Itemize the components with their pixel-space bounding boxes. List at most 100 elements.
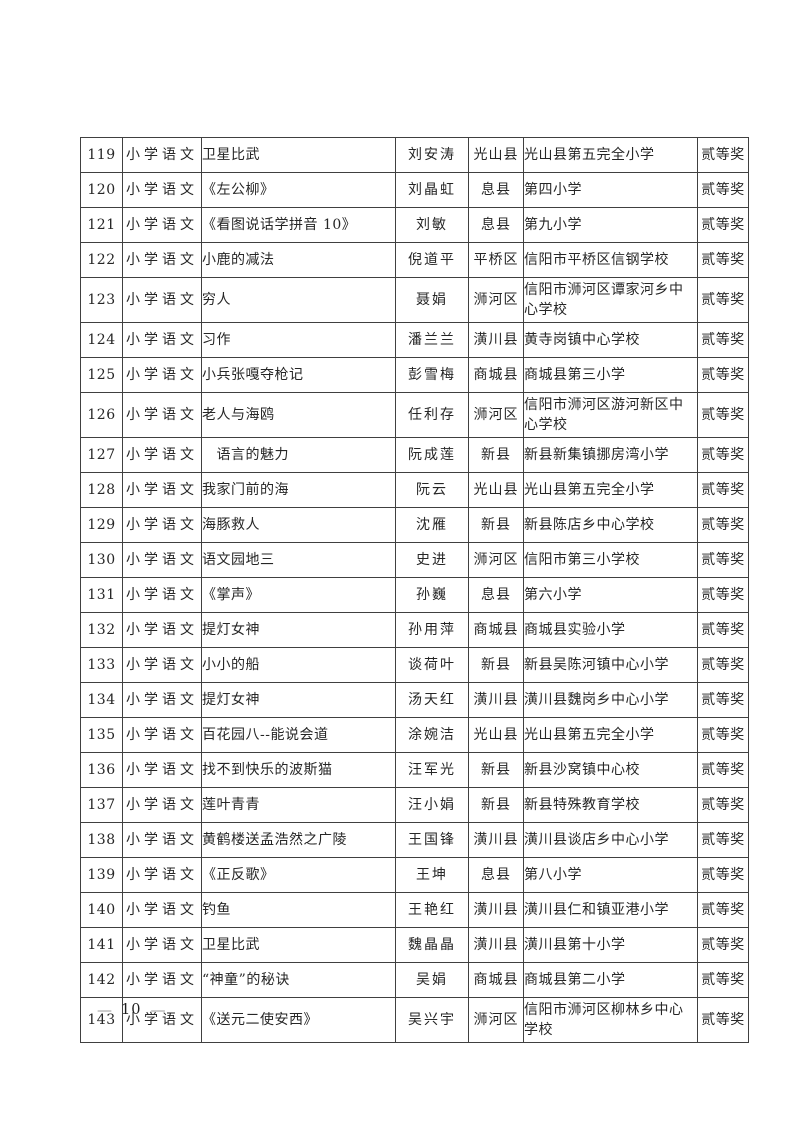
cell-county: 新县: [468, 437, 524, 473]
table-row: 132 小学语文 提灯女神 孙用萍 商城县 商城县实验小学 贰等奖: [80, 612, 749, 648]
table-row: 126 小学语文 老人与海鸥 任利存 浉河区 信阳市浉河区游河新区中心学校 贰等…: [80, 392, 749, 438]
cell-school: 潢川县仁和镇亚港小学: [523, 892, 698, 928]
cell-author-name: 阮云: [395, 472, 469, 508]
cell-school: 信阳市浉河区游河新区中心学校: [523, 392, 698, 438]
cell-author-name: 孙用萍: [395, 612, 469, 648]
cell-row-number: 137: [80, 787, 123, 823]
cell-subject: 小学语文: [122, 682, 202, 718]
cell-row-number: 121: [80, 207, 123, 243]
cell-work-title: 老人与海鸥: [201, 392, 396, 438]
table-row: 142 小学语文 “神童”的秘诀 吴娟 商城县 商城县第二小学 贰等奖: [80, 962, 749, 998]
table-row: 119 小学语文 卫星比武 刘安涛 光山县 光山县第五完全小学 贰等奖: [80, 137, 749, 173]
cell-subject: 小学语文: [122, 277, 202, 323]
cell-award-level: 贰等奖: [697, 437, 749, 473]
cell-county: 平桥区: [468, 242, 524, 278]
cell-row-number: 141: [80, 927, 123, 963]
cell-award-level: 贰等奖: [697, 752, 749, 788]
cell-school: 光山县第五完全小学: [523, 472, 698, 508]
cell-work-title: 小小的船: [201, 647, 396, 683]
cell-school: 信阳市浉河区柳林乡中心学校: [523, 997, 698, 1043]
table-row: 129 小学语文 海豚救人 沈雁 新县 新县陈店乡中心学校 贰等奖: [80, 507, 749, 543]
cell-author-name: 汪小娟: [395, 787, 469, 823]
table-row: 124 小学语文 习作 潘兰兰 潢川县 黄寺岗镇中心学校 贰等奖: [80, 322, 749, 358]
cell-award-level: 贰等奖: [697, 277, 749, 323]
cell-school: 潢川县第十小学: [523, 927, 698, 963]
cell-row-number: 128: [80, 472, 123, 508]
table-row: 140 小学语文 钓鱼 王艳红 潢川县 潢川县仁和镇亚港小学 贰等奖: [80, 892, 749, 928]
cell-author-name: 聂娟: [395, 277, 469, 323]
cell-award-level: 贰等奖: [697, 357, 749, 393]
cell-school: 第四小学: [523, 172, 698, 208]
cell-author-name: 刘晶虹: [395, 172, 469, 208]
table-row: 131 小学语文 《掌声》 孙巍 息县 第六小学 贰等奖: [80, 577, 749, 613]
cell-award-level: 贰等奖: [697, 717, 749, 753]
cell-award-level: 贰等奖: [697, 172, 749, 208]
cell-subject: 小学语文: [122, 612, 202, 648]
cell-author-name: 汪军光: [395, 752, 469, 788]
cell-row-number: 129: [80, 507, 123, 543]
table-row: 125 小学语文 小兵张嘎夺枪记 彭雪梅 商城县 商城县第三小学 贰等奖: [80, 357, 749, 393]
cell-subject: 小学语文: [122, 647, 202, 683]
cell-award-level: 贰等奖: [697, 682, 749, 718]
cell-work-title: 小鹿的减法: [201, 242, 396, 278]
cell-award-level: 贰等奖: [697, 787, 749, 823]
cell-school: 信阳市平桥区信钢学校: [523, 242, 698, 278]
cell-row-number: 120: [80, 172, 123, 208]
cell-county: 浉河区: [468, 277, 524, 323]
cell-row-number: 126: [80, 392, 123, 438]
cell-author-name: 吴兴宇: [395, 997, 469, 1043]
cell-subject: 小学语文: [122, 437, 202, 473]
cell-school: 潢川县谈店乡中心小学: [523, 822, 698, 858]
cell-award-level: 贰等奖: [697, 137, 749, 173]
cell-subject: 小学语文: [122, 242, 202, 278]
cell-subject: 小学语文: [122, 577, 202, 613]
cell-work-title: 找不到快乐的波斯猫: [201, 752, 396, 788]
cell-subject: 小学语文: [122, 787, 202, 823]
cell-row-number: 124: [80, 322, 123, 358]
cell-county: 潢川县: [468, 682, 524, 718]
cell-school: 信阳市浉河区谭家河乡中心学校: [523, 277, 698, 323]
cell-author-name: 彭雪梅: [395, 357, 469, 393]
footer-right-dash: —: [150, 1001, 166, 1019]
table-row: 139 小学语文 《正反歌》 王坤 息县 第八小学 贰等奖: [80, 857, 749, 893]
cell-subject: 小学语文: [122, 892, 202, 928]
table-row: 123 小学语文 穷人 聂娟 浉河区 信阳市浉河区谭家河乡中心学校 贰等奖: [80, 277, 749, 323]
cell-author-name: 涂婉洁: [395, 717, 469, 753]
cell-county: 新县: [468, 787, 524, 823]
cell-work-title: 语言的魅力: [201, 437, 396, 473]
cell-subject: 小学语文: [122, 927, 202, 963]
cell-work-title: 《正反歌》: [201, 857, 396, 893]
cell-county: 新县: [468, 647, 524, 683]
cell-row-number: 139: [80, 857, 123, 893]
cell-row-number: 127: [80, 437, 123, 473]
cell-school: 光山县第五完全小学: [523, 717, 698, 753]
cell-work-title: 莲叶青青: [201, 787, 396, 823]
cell-author-name: 汤天红: [395, 682, 469, 718]
page-footer: — 10 —: [97, 1001, 165, 1019]
cell-subject: 小学语文: [122, 997, 202, 1043]
cell-award-level: 贰等奖: [697, 322, 749, 358]
table-row: 134 小学语文 提灯女神 汤天红 潢川县 潢川县魏岗乡中心小学 贰等奖: [80, 682, 749, 718]
cell-author-name: 吴娟: [395, 962, 469, 998]
cell-work-title: 黄鹤楼送孟浩然之广陵: [201, 822, 396, 858]
cell-work-title: 海豚救人: [201, 507, 396, 543]
cell-author-name: 倪道平: [395, 242, 469, 278]
cell-county: 息县: [468, 857, 524, 893]
table-row: 120 小学语文 《左公柳》 刘晶虹 息县 第四小学 贰等奖: [80, 172, 749, 208]
cell-author-name: 史进: [395, 542, 469, 578]
cell-subject: 小学语文: [122, 507, 202, 543]
cell-work-title: 我家门前的海: [201, 472, 396, 508]
table-row: 136 小学语文 找不到快乐的波斯猫 汪军光 新县 新县沙窝镇中心校 贰等奖: [80, 752, 749, 788]
footer-left-dash: —: [97, 1001, 112, 1019]
cell-county: 潢川县: [468, 822, 524, 858]
cell-work-title: 《掌声》: [201, 577, 396, 613]
cell-county: 潢川县: [468, 892, 524, 928]
cell-award-level: 贰等奖: [697, 577, 749, 613]
cell-row-number: 140: [80, 892, 123, 928]
cell-row-number: 122: [80, 242, 123, 278]
cell-county: 光山县: [468, 472, 524, 508]
table-row: 121 小学语文 《看图说话学拼音 10》 刘敏 息县 第九小学 贰等奖: [80, 207, 749, 243]
cell-author-name: 王坤: [395, 857, 469, 893]
cell-row-number: 143: [80, 997, 123, 1043]
